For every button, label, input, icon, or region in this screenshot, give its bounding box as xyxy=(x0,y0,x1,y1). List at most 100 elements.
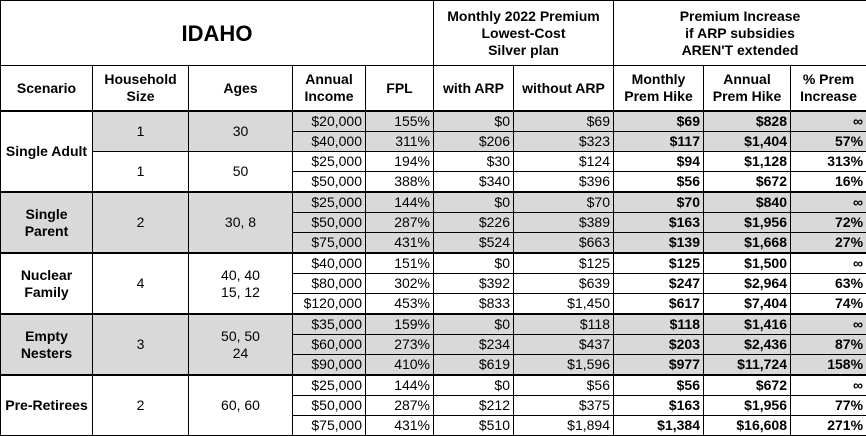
cell: $2,436 xyxy=(704,335,791,355)
text-line: with ARP xyxy=(437,80,510,97)
cell: 388% xyxy=(366,172,434,193)
cell: $163 xyxy=(614,213,704,233)
cell: $125 xyxy=(514,253,614,274)
cell: $203 xyxy=(614,335,704,355)
text-line: Silver plan xyxy=(437,42,610,59)
cell: ∞ xyxy=(791,111,866,132)
cell: $234 xyxy=(434,335,514,355)
text-line: Scenario xyxy=(4,80,89,97)
cell: $7,404 xyxy=(704,294,791,315)
cell: $11,724 xyxy=(704,355,791,376)
title: IDAHO xyxy=(1,1,434,66)
cell: $212 xyxy=(434,396,514,416)
cell: ∞ xyxy=(791,375,866,396)
cell: $375 xyxy=(514,396,614,416)
cell: $40,000 xyxy=(293,253,366,274)
cell: $510 xyxy=(434,416,514,436)
column-header: Ages xyxy=(189,66,293,112)
text-line: 50, 50 xyxy=(192,328,289,345)
cell: 302% xyxy=(366,274,434,294)
cell: $672 xyxy=(704,172,791,193)
text-line: 30 xyxy=(192,123,289,140)
cell: $977 xyxy=(614,355,704,376)
cell: $0 xyxy=(434,192,514,213)
cell: $139 xyxy=(614,233,704,254)
cell: $0 xyxy=(434,253,514,274)
cell: $94 xyxy=(614,152,704,172)
cell: $163 xyxy=(614,396,704,416)
cell: $25,000 xyxy=(293,192,366,213)
text-line: % Prem xyxy=(794,71,863,88)
cell: $70 xyxy=(614,192,704,213)
text-line: 24 xyxy=(192,345,289,362)
cell: $1,404 xyxy=(704,132,791,152)
text-line: AREN'T extended xyxy=(617,42,863,59)
cell: $69 xyxy=(614,111,704,132)
cell: $124 xyxy=(514,152,614,172)
text-line: Ages xyxy=(192,80,289,97)
cell: $25,000 xyxy=(293,152,366,172)
cell: $60,000 xyxy=(293,335,366,355)
household-size: 2 xyxy=(93,192,189,253)
cell: $50,000 xyxy=(293,213,366,233)
cell: $0 xyxy=(434,111,514,132)
ages: 60, 60 xyxy=(189,375,293,436)
text-line: Prem Hike xyxy=(617,88,700,105)
cell: $75,000 xyxy=(293,233,366,254)
text-line: Premium Increase xyxy=(617,8,863,25)
cell: $840 xyxy=(704,192,791,213)
scenario: Single Parent xyxy=(1,192,93,253)
cell: $524 xyxy=(434,233,514,254)
text-line: Income xyxy=(296,88,362,105)
cell: ∞ xyxy=(791,314,866,335)
cell: $663 xyxy=(514,233,614,254)
text-line: 30, 8 xyxy=(192,214,289,231)
ages: 30, 8 xyxy=(189,192,293,253)
cell: $1,956 xyxy=(704,213,791,233)
cell: $389 xyxy=(514,213,614,233)
cell: 158% xyxy=(791,355,866,376)
cell: $56 xyxy=(614,172,704,193)
household-size: 1 xyxy=(93,152,189,193)
text-line: Monthly 2022 Premium xyxy=(437,8,610,25)
cell: $1,416 xyxy=(704,314,791,335)
cell: $69 xyxy=(514,111,614,132)
scenario: Pre-Retirees xyxy=(1,375,93,436)
cell: $0 xyxy=(434,375,514,396)
household-size: 1 xyxy=(93,111,189,152)
cell: 431% xyxy=(366,416,434,436)
text-line: Lowest-Cost xyxy=(437,25,610,42)
household-size: 4 xyxy=(93,253,189,314)
cell: 194% xyxy=(366,152,434,172)
cell: $50,000 xyxy=(293,396,366,416)
cell: $118 xyxy=(614,314,704,335)
cell: $1,500 xyxy=(704,253,791,274)
text-line: Annual xyxy=(707,71,787,88)
column-header: with ARP xyxy=(434,66,514,112)
cell: 287% xyxy=(366,213,434,233)
cell: $118 xyxy=(514,314,614,335)
text-line: 50 xyxy=(192,163,289,180)
cell: 144% xyxy=(366,375,434,396)
cell: $1,894 xyxy=(514,416,614,436)
cell: $125 xyxy=(614,253,704,274)
text-line: Monthly xyxy=(617,71,700,88)
text-line: Prem Hike xyxy=(707,88,787,105)
cell: $833 xyxy=(434,294,514,315)
cell: 271% xyxy=(791,416,866,436)
cell: $392 xyxy=(434,274,514,294)
cell: $672 xyxy=(704,375,791,396)
cell: 313% xyxy=(791,152,866,172)
cell: $1,668 xyxy=(704,233,791,254)
cell: 431% xyxy=(366,233,434,254)
